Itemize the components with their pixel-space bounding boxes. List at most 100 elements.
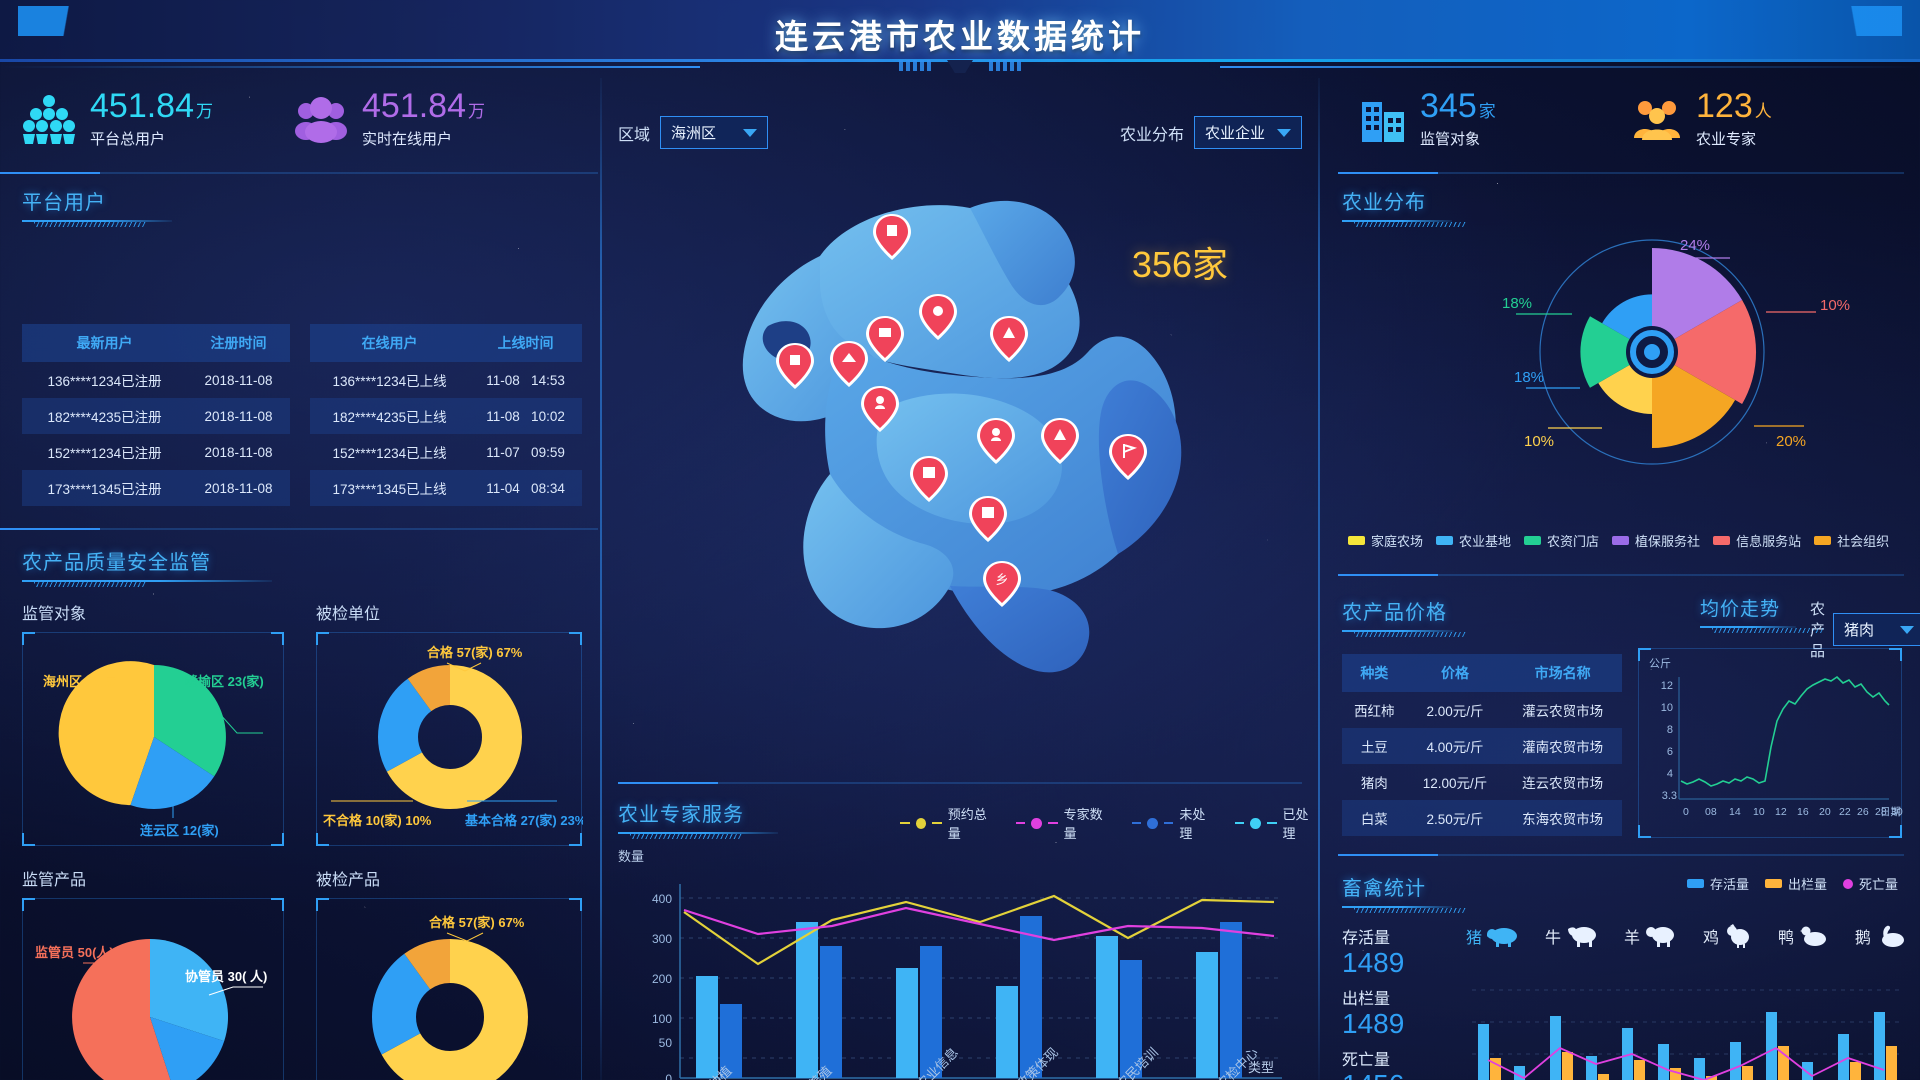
supervised-objects-pie: 海州区 65(家) 赣榆区 23(家) 连云区 12(家) xyxy=(43,661,264,838)
animal-chicken[interactable]: 鸡 xyxy=(1703,924,1752,948)
livestock-legend-item-2[interactable]: 死亡量 xyxy=(1842,874,1898,893)
rose-legend-item-1[interactable]: 农业基地 xyxy=(1436,531,1511,550)
table-cell: 182****4235已注册 xyxy=(22,398,188,434)
table-cell: 灌云农贸市场 xyxy=(1522,704,1604,719)
table-row[interactable]: 182****4235已注册 2018-11-08 xyxy=(22,398,290,434)
total-users-label: 平台总用户 xyxy=(90,130,166,148)
right-panel: 345 家 监管对象 123 人 农业专家 农业分布 xyxy=(1320,76,1920,1080)
rose-legend-item-4[interactable]: 信息服务站 xyxy=(1713,531,1801,550)
sheep-icon xyxy=(1645,927,1674,947)
agri-distribution-rose[interactable]: 24% 10% 20% 10% 18% 18% xyxy=(1430,206,1870,496)
table-cell: 2018-11-08 xyxy=(187,398,290,434)
rose-legend-item-5[interactable]: 社会组织 xyxy=(1814,531,1889,550)
header-notch xyxy=(850,60,1070,76)
table-row[interactable]: 173****1345已注册 2018-11-08 xyxy=(22,470,290,506)
chicken-icon xyxy=(1726,924,1749,948)
dist-value: 农业企业 xyxy=(1205,125,1266,142)
latest-users-table[interactable]: 最新用户 注册时间 136****1234已注册 2018-11-08 182***… xyxy=(22,324,290,506)
table-row[interactable]: 136****1234已上线 11-08 14:53 xyxy=(310,362,582,398)
table-row[interactable]: 136****1234已注册 2018-11-08 xyxy=(22,362,290,398)
table-row[interactable]: 173****1345已上线 11-04 08:34 xyxy=(310,470,582,506)
pie-label-2: 连云区 12(家) xyxy=(140,823,219,838)
trend-dropdown[interactable]: 猪肉 xyxy=(1833,613,1920,646)
animal-sheep[interactable]: 羊 xyxy=(1624,924,1677,948)
animal-cow[interactable]: 牛 xyxy=(1545,924,1598,948)
table-cell: 136****1234已上线 xyxy=(332,374,447,389)
rose-label-20: 20% xyxy=(1776,433,1806,450)
svg-text:12: 12 xyxy=(1661,680,1673,692)
supervised-objects-value: 345 家 xyxy=(1420,87,1496,126)
supervised-objects-label: 监管对象 xyxy=(22,606,87,623)
supervised-products-chart-box[interactable]: 监管员 50(人) 协管员 30( 人) 内检员 20(人) xyxy=(22,898,284,1080)
svg-text:200: 200 xyxy=(652,972,672,986)
table-cell: 182****4235已上线 xyxy=(310,398,470,434)
supervised-objects-chart-box[interactable]: 海州区 65(家) 赣榆区 23(家) 连云区 12(家) xyxy=(22,632,284,846)
donut-label-0: 合格 57(家) 67% xyxy=(427,645,523,660)
animal-goose[interactable]: 鹅 xyxy=(1855,924,1906,948)
legend-label: 信息服务站 xyxy=(1736,534,1802,549)
legend-item-0[interactable]: 预约总量 xyxy=(900,804,998,842)
table-row[interactable]: 西红柿 2.00元/斤 灌云农贸市场 xyxy=(1342,692,1622,728)
legend-swatch xyxy=(1436,536,1454,545)
expert-line-total xyxy=(683,894,1275,966)
svg-text:50: 50 xyxy=(659,1036,673,1050)
agri-dist-topbar xyxy=(1338,172,1904,174)
col-price: 价格 xyxy=(1406,654,1504,692)
agri-dist-legend: 家庭农场 农业基地 农资门店 植保服务社 信息服务站 社会组织 xyxy=(1348,531,1889,550)
expert-ylabel: 数量 xyxy=(618,849,645,864)
legend-swatch xyxy=(1348,536,1365,545)
map-region-south[interactable] xyxy=(950,586,1090,673)
table-cell: 2018-11-08 xyxy=(204,372,273,388)
rose-label-10a: 10% xyxy=(1820,297,1850,314)
group-users-icon xyxy=(23,95,75,144)
stat-agri-experts: 123 人 农业专家 xyxy=(1632,88,1772,149)
table-cell: 152****1234已注册 xyxy=(47,446,162,461)
inspected-units-chart-box[interactable]: 合格 57(家) 67% 基本合格 27(家) 23% 不合格 10(家) 10… xyxy=(316,632,587,846)
table-cell: 2018-11-08 xyxy=(204,444,273,460)
livestock-bar-chart[interactable]: 010203 040506 070809 101112 xyxy=(1466,964,1906,1080)
livestock-legend-item-0[interactable]: 存活量 xyxy=(1686,874,1749,893)
trend-unit: 公斤 xyxy=(1649,657,1671,670)
chevron-down-icon xyxy=(743,128,758,137)
metric-label-2: 死亡量 xyxy=(1342,1051,1391,1069)
legend-label: 社会组织 xyxy=(1837,534,1890,549)
pig-icon xyxy=(1487,928,1518,947)
legend-item-3[interactable]: 已处理 xyxy=(1234,804,1320,842)
region-map[interactable]: 乡 xyxy=(640,156,1280,756)
livestock-legend-item-1[interactable]: 出栏量 xyxy=(1764,874,1827,893)
table-row[interactable]: 152****1234已注册 2018-11-08 xyxy=(22,434,290,470)
rose-legend-item-0[interactable]: 家庭农场 xyxy=(1348,531,1423,550)
table-cell: 东海农贸市场 xyxy=(1503,800,1622,836)
inspected-products-label: 被检产品 xyxy=(316,872,381,889)
inspected-products-chart-box[interactable]: 合格 57(家) 67% 基本合格 27(家) 23% 不合格 10(家) 10… xyxy=(316,898,582,1080)
pie-label-1: 赣榆区 23(家) xyxy=(185,674,264,689)
table-row[interactable]: 猪肉 12.00元/斤 连云农贸市场 xyxy=(1342,764,1622,800)
table-cell: 2.50元/斤 xyxy=(1406,800,1504,836)
online-users-table[interactable]: 在线用户 上线时间 136****1234已上线 11-08 14:53 182**… xyxy=(310,324,582,506)
region-dropdown[interactable]: 海洲区 xyxy=(660,116,769,149)
donut-label-2: 不合格 10(家) 10% xyxy=(323,813,432,828)
table-row[interactable]: 土豆 4.00元/斤 灌南农贸市场 xyxy=(1342,728,1622,764)
latest-users-table-wrap: 最新用户 注册时间 136****1234已注册 2018-11-08 182***… xyxy=(22,324,290,506)
price-title: 农产品价格 xyxy=(1342,602,1447,624)
metric-value-0: 1489 xyxy=(1342,947,1405,978)
table-row[interactable]: 152****1234已上线 11-07 09:59 xyxy=(310,434,582,470)
rose-legend-item-2[interactable]: 农资门店 xyxy=(1524,531,1599,550)
legend-label: 存活量 xyxy=(1709,877,1749,892)
col-market: 市场名称 xyxy=(1503,654,1622,692)
price-table[interactable]: 种类 价格 市场名称 西红柿 2.00元/斤 灌云农贸市场 土豆 4.00元/斤 灌南农贸… xyxy=(1342,654,1622,836)
legend-item-1[interactable]: 专家数量 xyxy=(1015,804,1114,842)
table-row[interactable]: 白菜 2.50元/斤 东海农贸市场 xyxy=(1342,800,1622,836)
legend-label: 家庭农场 xyxy=(1371,534,1424,549)
rose-legend-item-3[interactable]: 植保服务社 xyxy=(1612,531,1700,550)
legend-item-2[interactable]: 未处理 xyxy=(1131,804,1217,842)
price-trend-box[interactable]: 公斤 12 10 8 6 4 3.3 0 08 14 10 12 16 20 22 26 28 30 … xyxy=(1638,648,1903,838)
experts-icon xyxy=(1634,101,1680,140)
table-row[interactable]: 182****4235已上线 11-08 10:02 xyxy=(310,398,582,434)
svg-text:20: 20 xyxy=(1819,806,1831,818)
animal-duck[interactable]: 鸭 xyxy=(1778,924,1829,948)
animal-pig[interactable]: 猪 xyxy=(1466,924,1519,948)
donut-label-1: 基本合格 27(家) 23% xyxy=(464,813,583,828)
dist-dropdown[interactable]: 农业企业 xyxy=(1194,116,1302,149)
